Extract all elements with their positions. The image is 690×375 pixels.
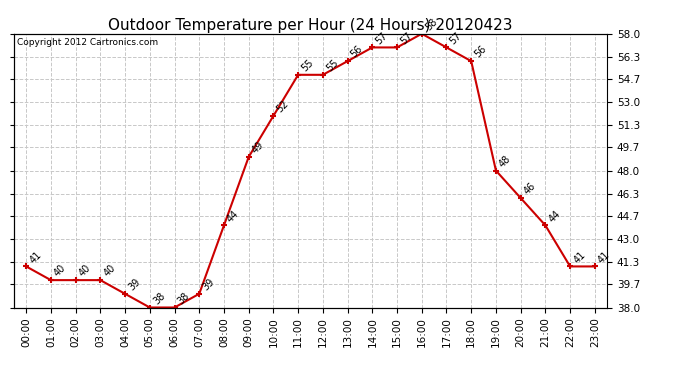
Text: 40: 40: [101, 263, 117, 279]
Text: 48: 48: [497, 153, 513, 169]
Text: 52: 52: [275, 99, 290, 114]
Text: 44: 44: [226, 208, 241, 224]
Text: 46: 46: [522, 181, 538, 196]
Text: 38: 38: [151, 290, 167, 306]
Text: 40: 40: [77, 263, 92, 279]
Text: 58: 58: [423, 16, 439, 32]
Text: 40: 40: [52, 263, 68, 279]
Text: 41: 41: [28, 249, 43, 265]
Text: 39: 39: [126, 277, 142, 292]
Text: 56: 56: [473, 44, 489, 60]
Text: 57: 57: [448, 30, 464, 46]
Text: 56: 56: [349, 44, 365, 60]
Title: Outdoor Temperature per Hour (24 Hours) 20120423: Outdoor Temperature per Hour (24 Hours) …: [108, 18, 513, 33]
Text: 55: 55: [324, 57, 340, 74]
Text: 41: 41: [571, 249, 587, 265]
Text: 55: 55: [299, 57, 315, 74]
Text: 49: 49: [250, 140, 266, 156]
Text: 44: 44: [546, 208, 562, 224]
Text: 38: 38: [176, 290, 192, 306]
Text: 57: 57: [398, 30, 414, 46]
Text: 41: 41: [596, 249, 612, 265]
Text: 39: 39: [201, 277, 217, 292]
Text: 57: 57: [374, 30, 390, 46]
Text: Copyright 2012 Cartronics.com: Copyright 2012 Cartronics.com: [17, 38, 158, 47]
